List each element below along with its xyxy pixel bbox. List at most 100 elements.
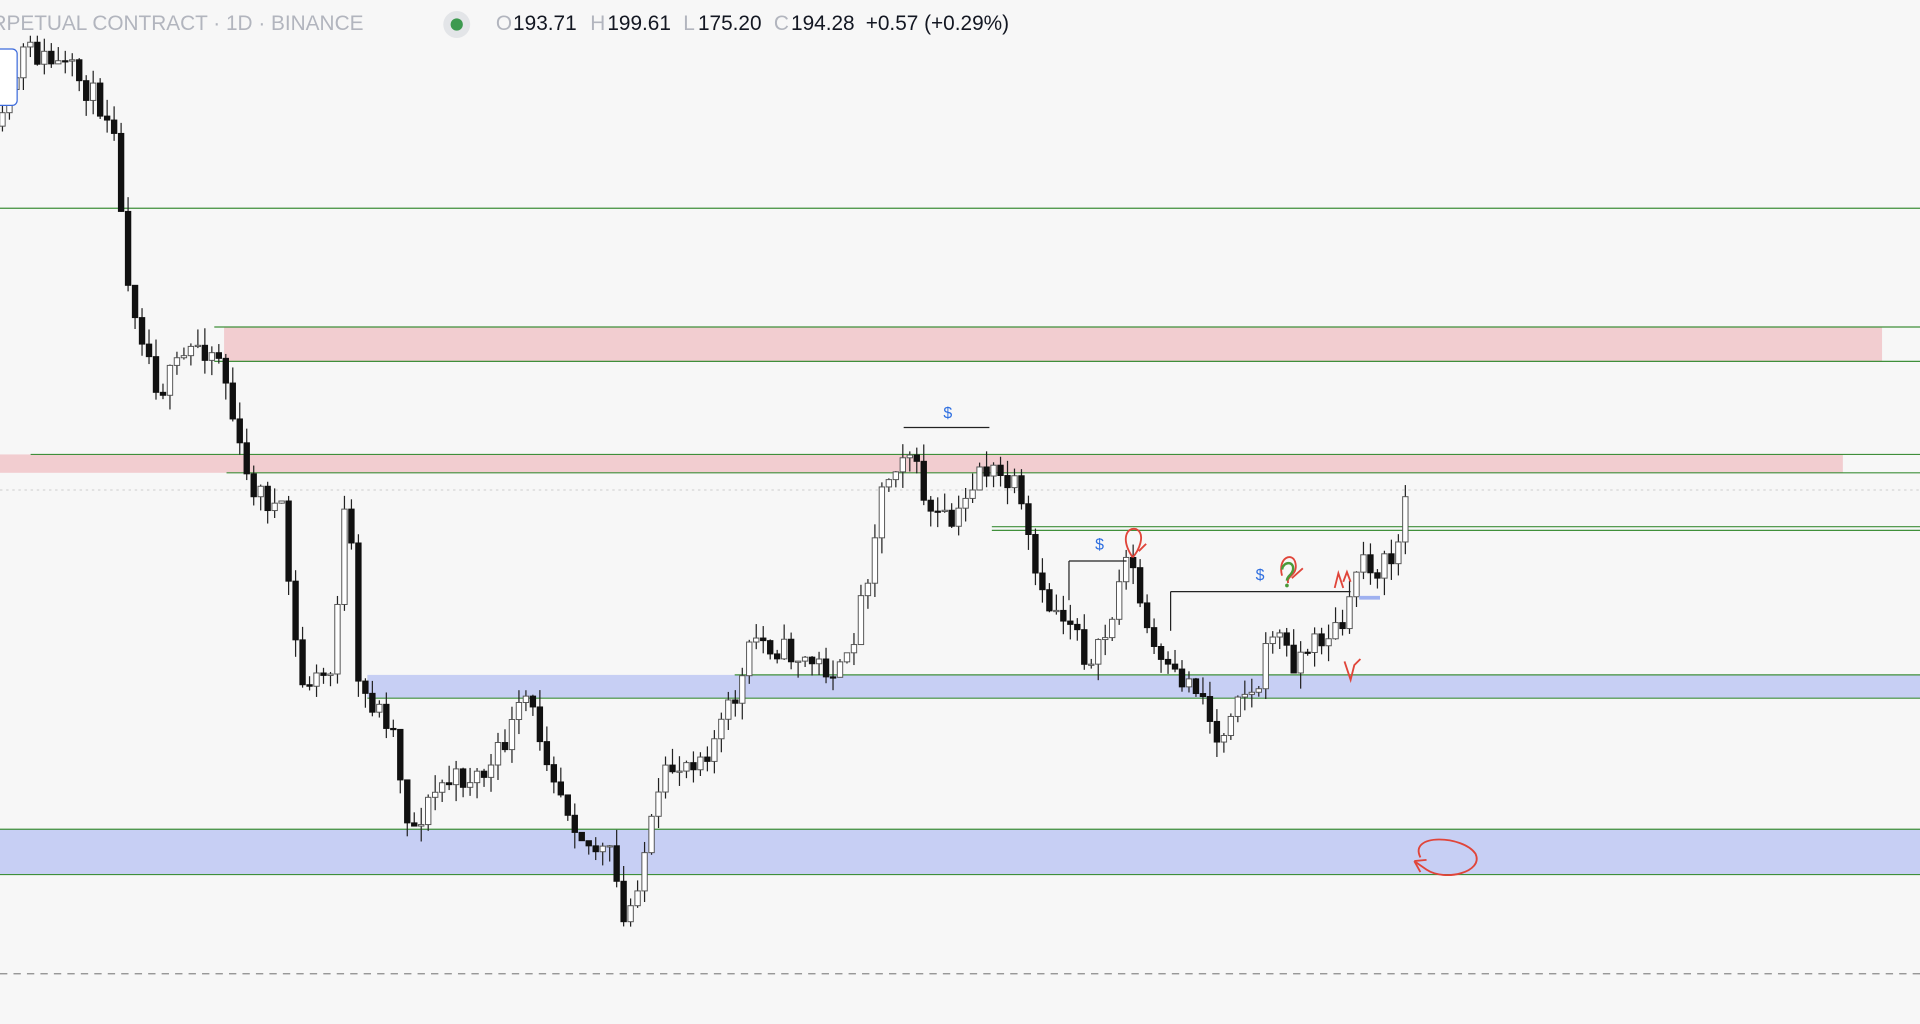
candle-body (445, 782, 453, 786)
candle-body (1402, 496, 1409, 543)
candle-body (1060, 609, 1067, 622)
candle-body (501, 742, 509, 751)
scribble (1333, 569, 1352, 589)
candle-body (1143, 602, 1151, 629)
candle-body (613, 845, 620, 882)
ohlc-label: L (683, 12, 695, 35)
candle-body (55, 60, 62, 65)
candle-body (271, 502, 278, 512)
candle-body (634, 890, 641, 907)
side-widget (0, 48, 18, 106)
candle-body (466, 782, 474, 788)
candle-body (1304, 651, 1311, 654)
candle-body (1199, 693, 1207, 698)
candle-body (627, 905, 634, 923)
candle-body (355, 542, 362, 682)
ohlc-value: 199.61 (607, 12, 671, 35)
candle-body (76, 59, 83, 82)
candle-body (941, 509, 948, 512)
candle-body (620, 880, 627, 923)
candle-body (103, 115, 111, 121)
candle-body (892, 471, 900, 481)
candle-body (850, 644, 858, 654)
candle-body (62, 60, 69, 63)
candle-body (27, 41, 34, 48)
candle-body (166, 364, 174, 396)
candle-body (1081, 629, 1088, 665)
candle-body (746, 641, 753, 677)
candle-body (34, 41, 41, 65)
candle-body (390, 727, 397, 731)
candle-body (564, 794, 571, 816)
candle-body (1171, 663, 1179, 670)
candle-body (571, 814, 578, 833)
candle-body (320, 672, 327, 676)
candle-body (739, 675, 746, 704)
candle-body (48, 50, 55, 65)
candle-body (425, 796, 432, 826)
candle-body (732, 699, 739, 704)
candle-body (1192, 678, 1200, 695)
candle-body (662, 764, 669, 793)
candle-body (711, 738, 718, 762)
candle-body (243, 442, 250, 475)
demand-zone (367, 674, 1920, 699)
candle-body (187, 345, 195, 357)
candle-body (522, 695, 530, 703)
candle-body (1346, 596, 1353, 630)
candle-body (257, 485, 264, 498)
candle-body (690, 762, 697, 771)
candle-body (327, 673, 334, 676)
candle-body (83, 80, 90, 101)
candle-body (913, 454, 920, 462)
candle-body (250, 473, 257, 498)
candle-body (801, 656, 809, 662)
candle-body (222, 357, 229, 384)
candle-body (376, 703, 383, 713)
candle-body (215, 352, 223, 359)
candle-body (760, 637, 767, 642)
candle-body (397, 728, 404, 781)
candle-body (1122, 556, 1130, 583)
candle-body (278, 500, 285, 504)
candle-body (96, 82, 104, 117)
candle-body (341, 508, 348, 605)
candle-body (1164, 658, 1172, 665)
candle-body (725, 699, 732, 720)
scribble (1280, 556, 1304, 584)
symbol-info: RPETUAL CONTRACT · 1D · BINANCE (0, 12, 363, 35)
candle-body (1074, 623, 1081, 631)
candle-body (138, 317, 146, 345)
candle-body (1332, 622, 1339, 640)
candle-body (1262, 643, 1269, 690)
candle-body (1388, 553, 1395, 565)
candle-body (1220, 735, 1228, 743)
scribble (1124, 527, 1147, 558)
candle-body (780, 638, 788, 660)
candle-body (208, 352, 216, 361)
candle-body (20, 46, 27, 79)
candle-body (1381, 553, 1388, 579)
candle-body (1311, 633, 1318, 653)
candle-body (969, 489, 976, 499)
candle-body (1276, 632, 1283, 638)
candle-body (110, 119, 118, 134)
candle-body (822, 658, 830, 678)
candle-body (1136, 567, 1144, 604)
candle-body (1290, 644, 1297, 674)
ohlc-label: H (590, 12, 605, 35)
candle-body (1255, 688, 1262, 693)
candle-body (1360, 554, 1367, 573)
candle-body (955, 507, 962, 527)
annotation-label: $ (1256, 567, 1265, 584)
candle-body (432, 791, 439, 798)
candle-body (411, 822, 418, 827)
candle-body (159, 391, 167, 396)
candle-body (557, 781, 564, 796)
candle-body (1206, 696, 1214, 722)
candle-body (1053, 609, 1060, 613)
candle-body (131, 284, 139, 319)
candle-body (438, 782, 446, 793)
